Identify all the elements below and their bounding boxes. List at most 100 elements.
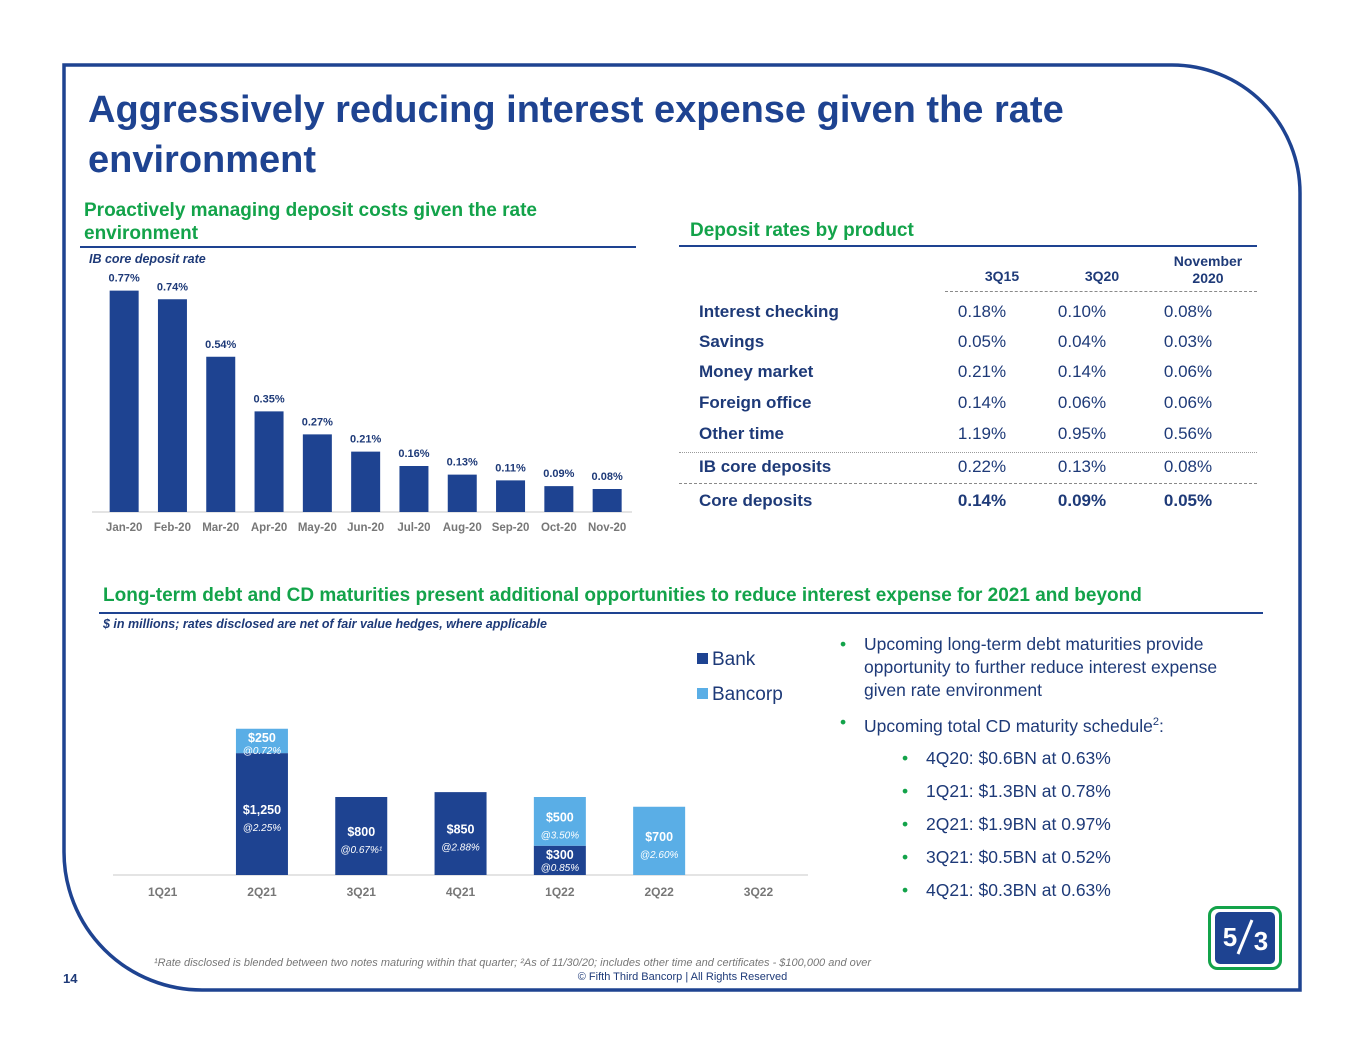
bar-segment bbox=[533, 845, 586, 875]
cell-value: 0.13% bbox=[1057, 457, 1107, 476]
legend-label: Bancorp bbox=[712, 684, 783, 705]
col-header-november-2020: November 2020 bbox=[1173, 253, 1243, 286]
fifth-third-logo-icon: 5 3 bbox=[1208, 906, 1282, 970]
cell-value: 0.10% bbox=[1057, 302, 1107, 321]
row-divider bbox=[679, 483, 1257, 484]
maturities-heading: Long-term debt and CD maturities present… bbox=[103, 585, 1142, 606]
cell-value: 1.19% bbox=[957, 424, 1007, 443]
legend-label: Bank bbox=[712, 649, 756, 670]
cell-value: 0.21% bbox=[957, 362, 1007, 381]
bar-segment bbox=[533, 797, 586, 846]
tick-label: Aug-20 bbox=[443, 522, 482, 534]
rate-label: @2.88% bbox=[441, 843, 480, 854]
data-label: 0.21% bbox=[350, 434, 381, 446]
page-number: 14 bbox=[63, 971, 78, 986]
cell-value: 0.06% bbox=[1163, 393, 1213, 412]
tick-label: Jan-20 bbox=[106, 522, 142, 534]
tick-label: Mar-20 bbox=[202, 522, 239, 534]
data-label: $700 bbox=[645, 830, 673, 844]
table-row: Foreign office 0.14% 0.06% 0.06% bbox=[679, 389, 1259, 419]
cell-value: 0.06% bbox=[1057, 393, 1107, 412]
cell-value: 0.95% bbox=[1057, 424, 1107, 443]
bar bbox=[544, 486, 574, 512]
section-rule bbox=[99, 612, 1263, 614]
tick-label: 3Q21 bbox=[347, 885, 377, 899]
cell-value: 0.14% bbox=[1057, 362, 1107, 381]
bar-segment bbox=[235, 728, 288, 754]
tick-label: Feb-20 bbox=[154, 522, 191, 534]
row-label: Foreign office bbox=[699, 393, 812, 412]
table-row: Savings 0.05% 0.04% 0.03% bbox=[679, 328, 1259, 358]
section-rule bbox=[679, 245, 1257, 247]
row-label: Interest checking bbox=[699, 302, 839, 321]
rate-label: @0.85% bbox=[541, 863, 580, 874]
table-row: Core deposits 0.14% 0.09% 0.05% bbox=[679, 487, 1259, 517]
data-label: 0.11% bbox=[495, 462, 526, 474]
cell-value: 0.22% bbox=[957, 457, 1007, 476]
tick-label: Oct-20 bbox=[541, 522, 577, 534]
sub-bullet-item: 4Q21: $0.3BN at 0.63% bbox=[840, 879, 1260, 902]
tick-label: 4Q21 bbox=[446, 885, 476, 899]
bar bbox=[206, 356, 236, 512]
col-header-3q15: 3Q15 bbox=[984, 268, 1020, 284]
data-label: 0.16% bbox=[398, 448, 429, 460]
row-label: IB core deposits bbox=[699, 457, 832, 476]
bar bbox=[254, 411, 284, 512]
slide-frame bbox=[62, 63, 1302, 992]
cell-value: 0.09% bbox=[1057, 491, 1107, 510]
bar bbox=[399, 466, 429, 512]
cell-value: 0.05% bbox=[1163, 491, 1213, 510]
data-label: $500 bbox=[546, 810, 574, 824]
tick-label: Jun-20 bbox=[347, 522, 384, 534]
data-label: 0.35% bbox=[253, 393, 284, 405]
svg-text:3: 3 bbox=[1254, 926, 1268, 956]
maturities-subtitle: $ in millions; rates disclosed are net o… bbox=[103, 617, 547, 631]
legend-bancorp: Bancorp bbox=[697, 684, 783, 706]
row-label: Other time bbox=[699, 424, 785, 443]
row-divider bbox=[679, 452, 1257, 453]
data-label: 0.77% bbox=[109, 273, 140, 285]
sub-bullet-item: 2Q21: $1.9BN at 0.97% bbox=[840, 813, 1260, 836]
table-row: Interest checking 0.18% 0.10% 0.08% bbox=[679, 298, 1259, 328]
bullet-text-end: : bbox=[1159, 715, 1164, 736]
bullet-item: Upcoming total CD maturity schedule2: bbox=[840, 711, 1260, 738]
cell-value: 0.18% bbox=[957, 302, 1007, 321]
row-label: Core deposits bbox=[699, 491, 813, 510]
cell-value: 0.06% bbox=[1163, 362, 1213, 381]
rate-label: @0.67%¹ bbox=[340, 845, 383, 856]
deposit-costs-heading: Proactively managing deposit costs given… bbox=[84, 200, 537, 244]
footnote-ref: 2 bbox=[1152, 716, 1159, 728]
rate-label: @0.72% bbox=[243, 746, 282, 757]
tick-label: Jul-20 bbox=[397, 522, 430, 534]
cell-value: 0.05% bbox=[957, 332, 1007, 351]
cell-value: 0.03% bbox=[1163, 332, 1213, 351]
data-label: $800 bbox=[347, 825, 375, 839]
cell-value: 0.14% bbox=[957, 491, 1007, 510]
bar bbox=[157, 299, 187, 512]
data-label: 0.54% bbox=[205, 339, 236, 351]
sub-bullet-item: 1Q21: $1.3BN at 0.78% bbox=[840, 780, 1260, 803]
table-row: Money market 0.21% 0.14% 0.06% bbox=[679, 358, 1259, 388]
tick-label: May-20 bbox=[298, 522, 337, 534]
tick-label: 2Q21 bbox=[247, 885, 277, 899]
ib-core-deposit-rate-chart: 0.77% Jan-20 0.74% Feb-20 0.54% Mar-20 0.35% Ap… bbox=[92, 273, 632, 534]
cell-value: 0.08% bbox=[1163, 457, 1213, 476]
bar bbox=[447, 474, 477, 512]
rate-label: @2.25% bbox=[243, 823, 282, 834]
bar-segment bbox=[235, 753, 288, 875]
bullet-item: Upcoming long-term debt maturities provi… bbox=[840, 633, 1260, 702]
table-row: Other time 1.19% 0.95% 0.56% bbox=[679, 420, 1259, 450]
data-label: $250 bbox=[248, 731, 276, 745]
rate-label: @2.60% bbox=[640, 850, 679, 861]
cell-value: 0.56% bbox=[1163, 424, 1213, 443]
bar bbox=[496, 480, 526, 512]
sub-bullet-item: 3Q21: $0.5BN at 0.52% bbox=[840, 846, 1260, 869]
row-label: Money market bbox=[699, 362, 814, 381]
deposit-rates-heading: Deposit rates by product bbox=[690, 220, 914, 241]
bar bbox=[302, 434, 332, 512]
rate-label: @3.50% bbox=[541, 830, 580, 841]
bar bbox=[351, 451, 381, 512]
data-label: $850 bbox=[447, 823, 475, 837]
tick-label: Sep-20 bbox=[492, 522, 530, 534]
debt-maturities-chart: 1Q21 $1,250 @2.25% $250@0.72% 2Q21 $800 @0.67%… bbox=[113, 728, 808, 899]
